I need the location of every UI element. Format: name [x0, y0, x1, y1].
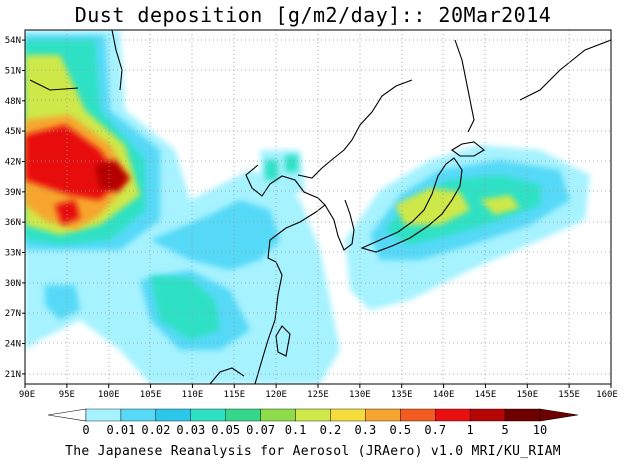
colorbar-label: 0.3: [355, 423, 377, 437]
colorbar-label: 0.02: [141, 423, 170, 437]
lon-tick-label: 120E: [265, 390, 287, 400]
footer-credit: The Japanese Reanalysis for Aerosol (JRA…: [65, 444, 561, 459]
colorbar-label: 0.1: [285, 423, 307, 437]
colorbar-segment: [504, 408, 541, 422]
lon-tick-label: 95E: [59, 390, 75, 400]
lon-tick-label: 105E: [140, 390, 162, 400]
deposition-field: [25, 30, 611, 384]
colorbar-segment: [120, 408, 157, 422]
lon-tick-label: 115E: [223, 390, 245, 400]
colorbar-label: 0.2: [320, 423, 342, 437]
colorbar-label: 0.07: [246, 423, 275, 437]
colorbar-segment: [225, 408, 261, 422]
colorbar-label: 0.01: [106, 423, 135, 437]
map-title: Dust deposition [g/m2/day]:: 20Mar2014: [74, 3, 552, 27]
lon-tick-label: 135E: [391, 390, 413, 400]
lat-tick-label: 24N: [5, 340, 21, 350]
colorbar-segment: [85, 408, 122, 422]
colorbar-label: 10: [533, 423, 547, 437]
longitude-axis: 90E 95E 100E 105E 110E 115E 120E 125E 130E 135E 14…: [19, 384, 618, 400]
colorbar-segment: [365, 408, 401, 422]
colorbar-label: 0: [82, 423, 89, 437]
lon-tick-label: 145E: [475, 390, 497, 400]
colorbar-segment: [190, 408, 226, 422]
lon-tick-label: 90E: [19, 390, 35, 400]
lat-tick-label: 21N: [5, 370, 21, 380]
lat-tick-label: 54N: [5, 36, 21, 46]
colorbar-min-arrow: [47, 408, 87, 422]
colorbar-segment: [435, 408, 471, 422]
colorbar-label: 0.7: [424, 423, 446, 437]
grid: [25, 30, 611, 384]
colorbar-label: 0.5: [389, 423, 411, 437]
lat-tick-label: 45N: [5, 127, 21, 137]
lat-tick-label: 51N: [5, 66, 21, 76]
coastline: [29, 30, 611, 384]
colorbar-segment: [260, 408, 296, 422]
lat-tick-label: 42N: [5, 157, 21, 167]
lat-tick-label: 48N: [5, 97, 21, 107]
lon-tick-label: 150E: [516, 390, 538, 400]
lon-tick-label: 160E: [596, 390, 618, 400]
lon-tick-label: 100E: [98, 390, 120, 400]
colorbar-segment: [469, 408, 506, 422]
lat-tick-label: 33N: [5, 249, 21, 259]
colorbar-label: 1: [467, 423, 474, 437]
lat-tick-label: 27N: [5, 309, 21, 319]
colorbar-segment: [330, 408, 366, 422]
colorbar-segment: [400, 408, 436, 422]
lat-tick-label: 30N: [5, 279, 21, 289]
colorbar-max-arrow: [539, 408, 579, 422]
lon-tick-label: 110E: [182, 390, 204, 400]
lon-tick-label: 125E: [307, 390, 329, 400]
lat-tick-label: 36N: [5, 218, 21, 228]
colorbar-label: 0.05: [211, 423, 240, 437]
lon-tick-label: 155E: [558, 390, 580, 400]
latitude-axis: 21N 24N 27N 30N 33N 36N 39N 42N 45N 48N 51N 54N: [5, 36, 25, 380]
colorbar-label: 5: [501, 423, 508, 437]
colorbar-label: 0.03: [176, 423, 205, 437]
lon-tick-label: 140E: [433, 390, 455, 400]
lat-tick-label: 39N: [5, 188, 21, 198]
colorbar-segment: [155, 408, 191, 422]
lon-tick-label: 130E: [349, 390, 371, 400]
colorbar-segment: [295, 408, 331, 422]
colorbar: 0 0.01 0.02 0.03 0.05 0.07 0.1 0.2 0.3 0.5 0.7 1 5 10: [47, 408, 579, 437]
